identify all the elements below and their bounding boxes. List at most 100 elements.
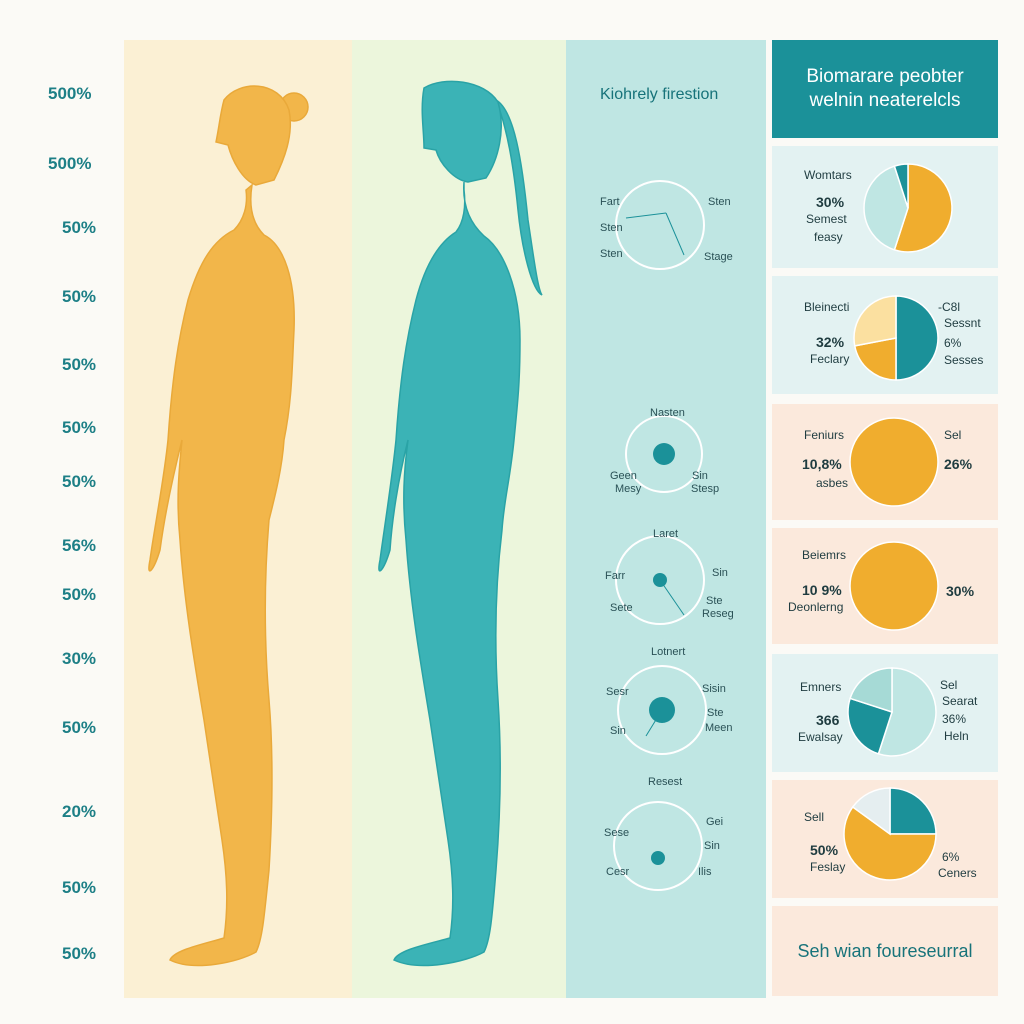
circle-label: Fart bbox=[600, 196, 620, 208]
circle-label: Stage bbox=[704, 251, 733, 263]
right-header-line1: Biomarare peobter bbox=[806, 66, 964, 87]
pie-right-label: Sesses bbox=[944, 353, 984, 367]
pie-slice bbox=[851, 787, 891, 836]
pie-slice bbox=[847, 697, 893, 755]
pie-card-3: Feniurs 10,8% asbes Sel 26% bbox=[772, 404, 998, 520]
pie-chart-4 bbox=[849, 541, 939, 631]
circle-label: Ste bbox=[707, 707, 724, 719]
pie-slice bbox=[849, 541, 939, 631]
pie-label: 10,8% bbox=[802, 456, 842, 472]
y-axis-label: 50% bbox=[62, 878, 97, 897]
pie-slice bbox=[893, 163, 909, 209]
pie-label: Semest bbox=[806, 212, 847, 226]
y-axis-label: 50% bbox=[62, 218, 97, 237]
y-axis-label: 500% bbox=[48, 154, 92, 173]
pie-right-label: Sel bbox=[944, 428, 962, 442]
circle-label: Meen bbox=[705, 722, 733, 734]
y-axis-label: 50% bbox=[62, 944, 97, 963]
circle-label: Cesr bbox=[606, 866, 630, 878]
pie-label: Feclary bbox=[810, 352, 850, 366]
pie-slice bbox=[863, 165, 909, 251]
pie-title: Feniurs bbox=[804, 428, 845, 442]
yellow-body-figure bbox=[148, 85, 309, 967]
circle-label: Sten bbox=[600, 248, 623, 260]
pie-slice bbox=[877, 667, 937, 757]
pie-slice bbox=[849, 667, 893, 714]
y-axis-label: 50% bbox=[62, 287, 97, 306]
circle-diagrams bbox=[613, 180, 707, 891]
pie-title: Sell bbox=[804, 810, 825, 824]
right-header: Biomarare peobter welnin neaterelcls bbox=[772, 40, 998, 138]
y-axis-label: 50% bbox=[62, 418, 97, 437]
pie-label: feasy bbox=[814, 230, 843, 244]
pie-right-label: Ceners bbox=[938, 866, 977, 880]
circle-label: Sisin bbox=[702, 683, 726, 695]
circle-diagram-ring bbox=[625, 415, 703, 493]
pie-title: Bleinecti bbox=[804, 300, 850, 314]
pie-right-label: Heln bbox=[944, 729, 969, 743]
circle-label: Sin bbox=[704, 840, 720, 852]
pie-label: 10 9% bbox=[802, 582, 842, 598]
pie-right-label: 26% bbox=[944, 456, 973, 472]
pie-chart-1 bbox=[863, 163, 953, 253]
pie-right-label: Sessnt bbox=[944, 316, 981, 330]
pie-slice bbox=[853, 295, 897, 347]
y-axis-label: 30% bbox=[62, 649, 97, 668]
pie-card-5: Emners 366 Ewalsay Sel Searat 36% Heln bbox=[772, 654, 998, 772]
circle-label: Geen bbox=[610, 470, 637, 482]
pie-label: 30% bbox=[816, 194, 845, 210]
pie-slice bbox=[893, 163, 953, 253]
body-silhouettes-illustration bbox=[148, 80, 543, 967]
circle-label: Ste bbox=[706, 595, 723, 607]
pie-slice bbox=[849, 417, 939, 507]
circle-label: Reseg bbox=[702, 608, 734, 620]
teal-body-figure bbox=[378, 80, 543, 967]
pie-label: 32% bbox=[816, 334, 845, 350]
pie-title: Emners bbox=[800, 680, 842, 694]
pie-chart-5 bbox=[847, 667, 937, 757]
circle-diagram-ring bbox=[613, 801, 703, 891]
pie-card-2: Bleinecti 32% Feclary -C8l Sessnt 6% Ses… bbox=[772, 276, 998, 394]
pie-slice bbox=[889, 787, 937, 835]
pie-right-label: 6% bbox=[944, 336, 962, 350]
circle-label: Stesp bbox=[691, 483, 720, 495]
pie-right-label: 30% bbox=[946, 583, 975, 599]
pie-slice bbox=[853, 337, 897, 381]
pie-right-label: Sel bbox=[940, 678, 958, 692]
circle-label: Sete bbox=[610, 602, 633, 614]
pie-card-4: Beiemrs 10 9% Deonlerng 30% bbox=[772, 528, 998, 644]
y-axis-label: 50% bbox=[62, 472, 97, 491]
y-axis-label: 50% bbox=[62, 718, 97, 737]
pie-right-label: Searat bbox=[942, 694, 978, 708]
pie-label: 366 bbox=[816, 712, 840, 728]
pie-chart-6 bbox=[843, 787, 937, 881]
pie-title: Womtars bbox=[804, 168, 852, 182]
footer-note: Seh wian foureseurral bbox=[772, 906, 998, 996]
pie-label: 50% bbox=[810, 842, 839, 858]
right-header-line2: welnin neaterelcls bbox=[809, 90, 961, 111]
pie-label: Feslay bbox=[810, 860, 846, 874]
circle-label: Gei bbox=[706, 816, 724, 828]
y-axis-label: 500% bbox=[48, 84, 92, 103]
circle-header: Nasten bbox=[650, 407, 685, 419]
y-axis-label: 56% bbox=[62, 536, 97, 555]
circle-label: Sin bbox=[610, 725, 626, 737]
y-axis-label: 50% bbox=[62, 585, 97, 604]
circle-label: Sten bbox=[708, 196, 731, 208]
pie-slice bbox=[895, 295, 939, 381]
pie-label: asbes bbox=[816, 476, 849, 490]
circle-label: Mesy bbox=[615, 483, 642, 495]
circle-label: Sin bbox=[692, 470, 708, 482]
pie-label: Ewalsay bbox=[798, 730, 843, 744]
circle-diagram-ring bbox=[617, 665, 707, 755]
pie-title: Beiemrs bbox=[802, 548, 847, 562]
circle-diagram-ring bbox=[615, 180, 705, 270]
teal-panel bbox=[566, 40, 766, 998]
y-axis-label: 20% bbox=[62, 802, 97, 821]
circle-diagram-dot bbox=[653, 443, 675, 465]
circle-label: Sesr bbox=[606, 686, 629, 698]
pie-chart-3 bbox=[849, 417, 939, 507]
pie-right-label: -C8l bbox=[938, 300, 961, 314]
circle-label: Farr bbox=[605, 570, 626, 582]
circle-label: Sten bbox=[600, 222, 623, 234]
